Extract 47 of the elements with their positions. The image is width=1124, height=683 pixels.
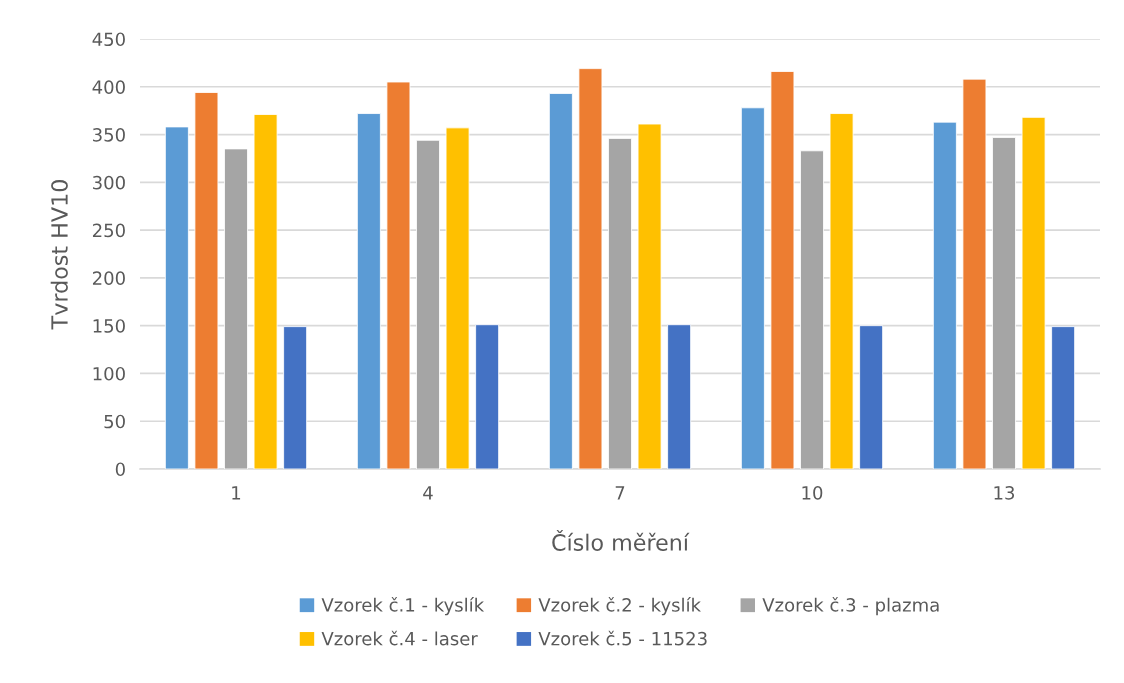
legend-label: Vzorek č.1 - kyslík xyxy=(321,597,485,616)
y-tick-label: 250 xyxy=(92,223,125,238)
y-axis-title: Tvrdost HV10 xyxy=(50,180,68,330)
legend-label: Vzorek č.4 - laser xyxy=(321,630,478,646)
bar xyxy=(1021,116,1046,469)
legend-label: Vzorek č.2 - kyslík xyxy=(538,597,701,616)
x-tick-label: 13 xyxy=(994,485,1015,500)
y-tick-label: 150 xyxy=(93,319,125,333)
bar xyxy=(224,148,248,469)
bar xyxy=(194,92,219,469)
bar xyxy=(578,68,603,469)
bar xyxy=(416,139,440,469)
bar xyxy=(859,325,884,469)
bar xyxy=(932,121,957,469)
bar xyxy=(356,113,381,469)
bar xyxy=(992,137,1016,469)
y-tick-label: 350 xyxy=(93,128,125,142)
bar xyxy=(637,123,662,469)
y-tick-label: 100 xyxy=(93,366,125,381)
bar xyxy=(740,107,765,469)
legend-label: Vzorek č.5 - 11523 xyxy=(538,630,707,646)
y-tick-label: 50 xyxy=(104,414,125,429)
bar xyxy=(829,113,854,469)
bar xyxy=(253,114,278,469)
x-tick-label: 4 xyxy=(423,486,433,500)
legend-label: Vzorek č.3 - plazma xyxy=(762,597,939,616)
bar xyxy=(283,326,308,469)
x-tick-label: 10 xyxy=(802,485,823,500)
bar xyxy=(548,93,573,469)
x-tick-label: 7 xyxy=(615,486,625,500)
x-tick-label: 1 xyxy=(232,486,241,500)
bar xyxy=(770,71,795,469)
bar xyxy=(667,324,692,469)
bar xyxy=(445,127,470,469)
bar xyxy=(1051,326,1076,469)
x-axis-title: Číslo měření xyxy=(552,530,690,551)
y-tick-label: 0 xyxy=(115,462,125,477)
bar xyxy=(475,324,500,469)
y-tick-label: 200 xyxy=(92,271,125,286)
bar xyxy=(608,137,632,469)
bar xyxy=(800,150,824,469)
bar xyxy=(164,126,189,469)
bar xyxy=(386,81,411,469)
y-tick-label: 450 xyxy=(92,32,125,47)
y-tick-label: 300 xyxy=(93,175,125,190)
bar xyxy=(962,78,987,469)
y-tick-label: 400 xyxy=(92,80,125,94)
